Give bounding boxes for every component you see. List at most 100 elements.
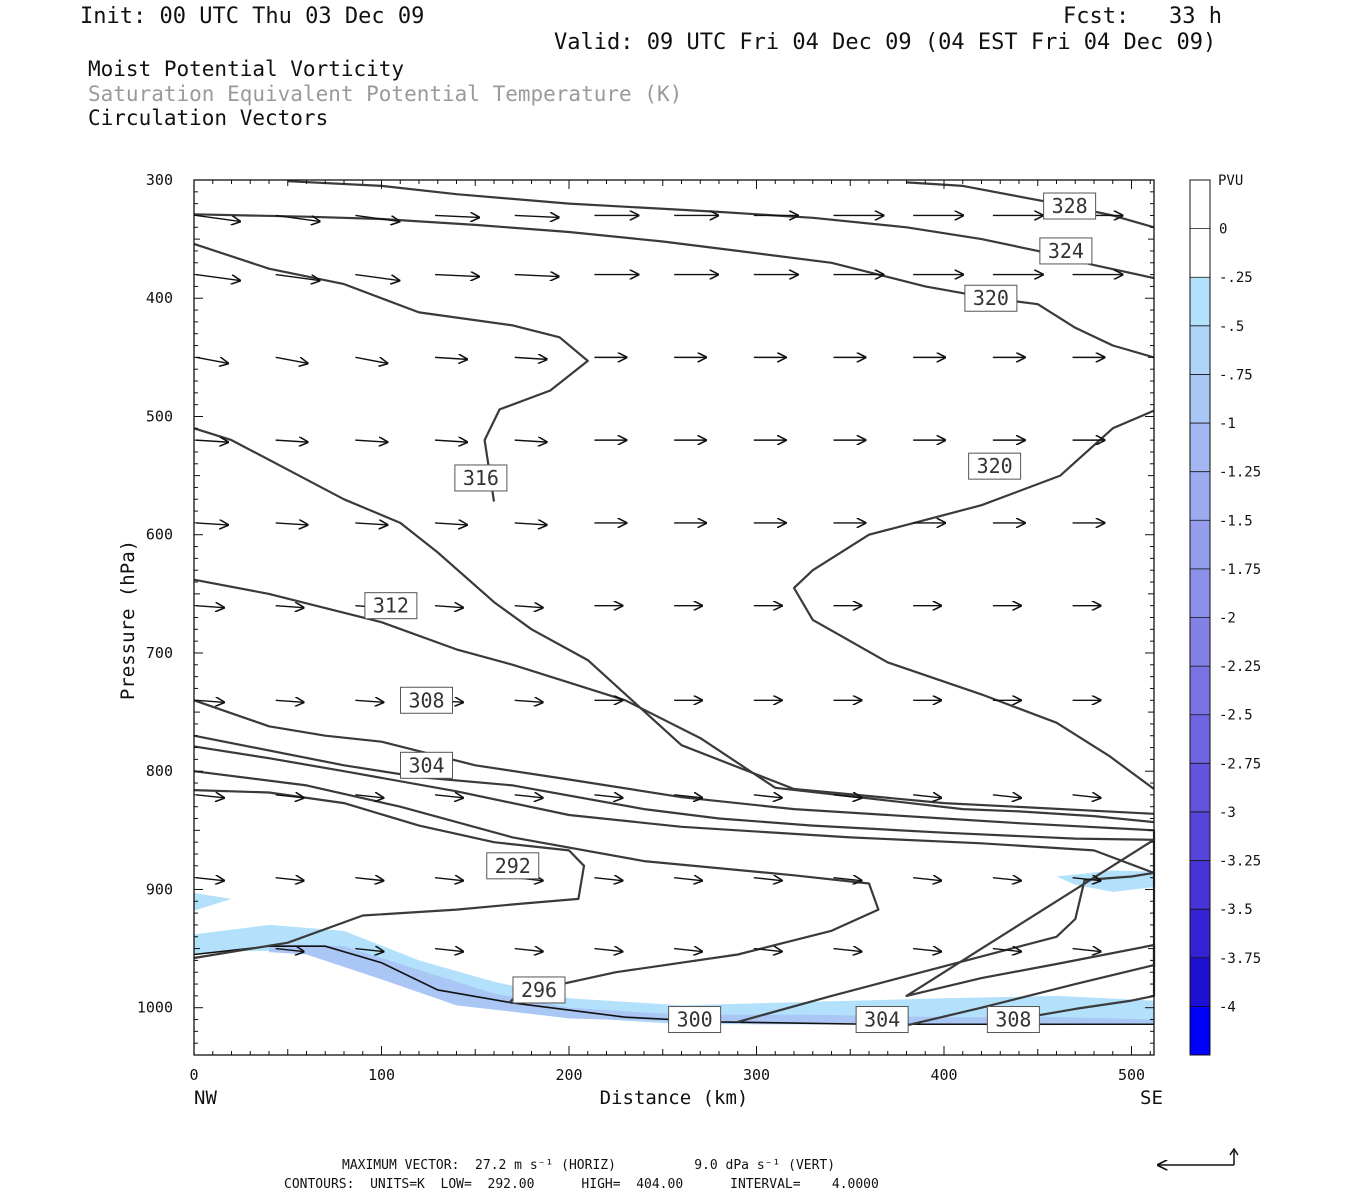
circulation-vector (355, 523, 387, 525)
circulation-vector (195, 795, 224, 798)
field-title-mpv: Moist Potential Vorticity (88, 57, 405, 81)
colorbar-swatch (1190, 666, 1210, 716)
colorbar-swatch (1190, 811, 1210, 862)
colorbar-level-label: -1.75 (1219, 562, 1261, 578)
tick-layer: 0 100 200 300 400 500 300 400 500 600 700 800 900 100… (137, 171, 1154, 1084)
field-title-thetaes: Saturation Equivalent Potential Temperat… (88, 82, 683, 106)
colorbar-swatch (1190, 180, 1210, 230)
circulation-vector (355, 700, 383, 702)
theta-es-contour-316 (193, 242, 589, 502)
circulation-vector (275, 440, 308, 442)
circulation-vector (1072, 878, 1101, 881)
circulation-vector (594, 795, 622, 798)
circulation-vector (195, 273, 240, 281)
contour-label-box (1039, 237, 1093, 265)
colorbar: 0 -.25 -.5 -.75 -1 -1.25 -1.5 -1.75 -2 -2.25 -2.5 -… (1189, 179, 1261, 1056)
circulation-vector (435, 440, 467, 442)
colorbar-swatch (1190, 714, 1210, 764)
contour-label-box (1043, 192, 1097, 220)
circulation-vector (195, 700, 224, 702)
theta-es-contour-292 (193, 789, 586, 960)
theta-es-contour-320 (792, 409, 1155, 790)
circulation-vector (355, 878, 383, 881)
x-right-endpoint: SE (1140, 1087, 1163, 1109)
x-axis-label: Distance (km) (600, 1087, 749, 1109)
circulation-vector (992, 878, 1021, 881)
contour-label-layer: 328 324 320 316 320 312 308 304 292 296 300 304 308 (364, 192, 1097, 1034)
circulation-vector (434, 949, 463, 952)
x-tick-label: 0 (189, 1066, 198, 1084)
colorbar-swatch (1190, 471, 1210, 521)
colorbar-swatch (1190, 957, 1210, 1007)
colorbar-swatch (1190, 325, 1210, 375)
circulation-vector (435, 357, 467, 359)
circulation-vector (594, 878, 622, 881)
circulation-vector (594, 949, 622, 952)
x-tick-label: 200 (555, 1066, 582, 1084)
circulation-vector (913, 878, 941, 881)
colorbar-level-label: -2.25 (1219, 659, 1261, 675)
contour-label-box (486, 852, 540, 880)
y-tick-label: 900 (146, 880, 173, 898)
valid-time: Valid: 09 UTC Fri 04 Dec 09 (04 EST Fri … (554, 30, 1217, 55)
colorbar-swatch (1190, 617, 1210, 667)
contour-label: 308 (408, 688, 444, 712)
colorbar-level-label: -2 (1219, 611, 1236, 627)
colorbar-swatch (1190, 277, 1210, 327)
x-tick-label: 300 (743, 1066, 770, 1084)
circulation-vector (753, 949, 782, 952)
colorbar-swatch (1190, 909, 1210, 959)
x-left-endpoint: NW (194, 1087, 217, 1109)
colorbar-swatch (1190, 763, 1210, 813)
contour-label-box (400, 686, 453, 714)
circulation-vector (514, 700, 543, 702)
theta-es-contour-308 (193, 699, 1156, 1023)
circulation-vector (514, 795, 543, 798)
circulation-vector (913, 949, 941, 952)
circulation-vector (674, 949, 702, 952)
theta-es-contour-300 (193, 745, 1156, 1023)
colorbar-swatch (1190, 520, 1210, 570)
colorbar-level-label: -4 (1219, 999, 1236, 1015)
colorbar-swatch (1190, 374, 1210, 424)
circulation-vector (195, 878, 224, 881)
circulation-vector (195, 523, 228, 525)
circulation-vector (514, 357, 547, 359)
colorbar-level-label: -1.25 (1219, 465, 1261, 481)
colorbar-level-label: -3.5 (1219, 902, 1253, 918)
contour-label: 328 (1052, 194, 1088, 218)
circulation-vector (355, 440, 387, 442)
contour-label-box (964, 284, 1018, 312)
circulation-vector (833, 949, 862, 952)
circulation-vector (753, 878, 782, 881)
colorbar-level-label: -1 (1219, 416, 1236, 432)
pv-shade-surface (194, 924, 1154, 1026)
contour-label: 304 (408, 753, 444, 777)
circulation-vector (514, 523, 547, 525)
theta-es-contour-312 (193, 578, 1155, 824)
pv-shade-se (1056, 870, 1154, 892)
theta-es-contour-296 (193, 770, 880, 1004)
colorbar-level-label: -2.5 (1219, 708, 1253, 724)
circulation-vector (355, 795, 383, 798)
circulation-vector (275, 949, 304, 952)
contour-label-box (512, 976, 566, 1004)
max-vector-note: MAXIMUM VECTOR: 27.2 m s⁻¹ (HORIZ) 9.0 d… (342, 1158, 836, 1173)
contour-label: 308 (995, 1008, 1031, 1032)
circulation-vector (195, 606, 224, 608)
circulation-vector (275, 273, 320, 281)
y-tick-label: 700 (146, 644, 173, 662)
circulation-vector (913, 795, 941, 798)
contour-label-box (986, 1006, 1040, 1034)
contour-label: 316 (463, 466, 499, 490)
theta-es-contour-324 (287, 180, 1155, 280)
forecast-hour: Fcst: 33 h (1063, 4, 1222, 29)
contour-label-box (400, 751, 453, 779)
y-tick-label: 800 (146, 762, 173, 780)
circulation-vector (435, 523, 467, 525)
circulation-vector (434, 795, 463, 798)
circulation-vector (275, 214, 320, 221)
contour-label: 320 (977, 454, 1013, 478)
y-tick-label: 1000 (137, 999, 173, 1017)
